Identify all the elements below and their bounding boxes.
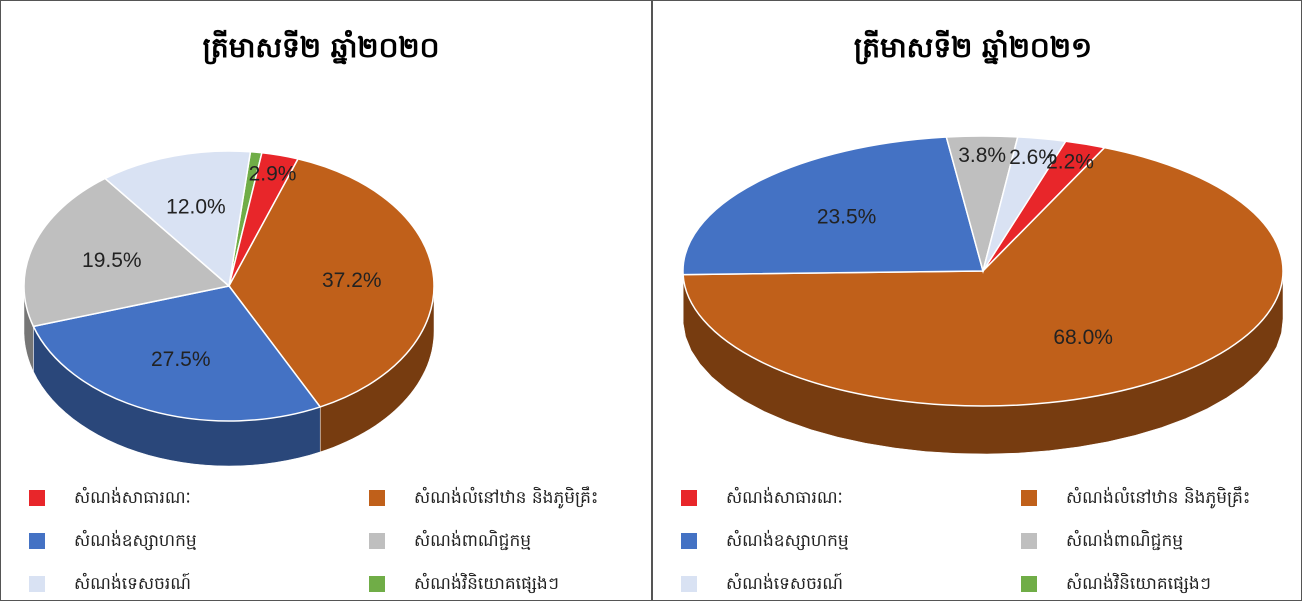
legend-swatch [681, 490, 697, 506]
chart-title: ត្រីមាសទី២ ឆ្នាំ២០២០ [203, 29, 440, 65]
legend-label: សំណង់វិនិយោគផ្សេងៗ [414, 572, 559, 594]
data-label: 3.8% [958, 144, 1006, 167]
data-label: 23.5% [817, 206, 877, 229]
legend-swatch [681, 533, 697, 549]
legend-label: សំណង់ពាណិជ្ជកម្ម [1066, 529, 1183, 551]
slice [228, 158, 435, 408]
legend-swatch [1021, 533, 1037, 549]
legend-swatch [29, 490, 45, 506]
slice [682, 136, 984, 276]
slice [682, 146, 1284, 407]
data-label: 68.0% [1053, 326, 1113, 349]
legend-swatch [369, 533, 385, 549]
legend-label: សំណង់ពាណិជ្ជកម្ម [414, 529, 531, 551]
slice [32, 285, 322, 422]
slice [982, 136, 1067, 272]
legend-label: សំណង់សាធារណៈ [74, 486, 191, 508]
legend-swatch [29, 576, 45, 592]
legend-label: សំណង់ឧស្សាហកម្ម [726, 529, 849, 551]
chart-title: ត្រីមាសទី២ ឆ្នាំ២០២១ [854, 29, 1092, 65]
slice [103, 150, 252, 288]
data-label: 27.5% [151, 348, 211, 371]
legend-swatch [369, 490, 385, 506]
legend-swatch [369, 576, 385, 592]
legend-swatch [1021, 490, 1037, 506]
data-label: 37.2% [322, 269, 382, 292]
chart: ត្រីមាសទី២ ឆ្នាំ២០២០ 2.9% 37.2% 27.5% 19.5%… [23, 29, 598, 594]
legend-label: សំណង់វិនិយោគផ្សេងៗ [1066, 572, 1211, 594]
legend-label: សំណង់ទេសចរណ៍ [726, 572, 843, 594]
legend-label: សំណង់លំនៅឋាន និងភូមិគ្រឹះ [414, 486, 598, 509]
data-label: 19.5% [82, 249, 142, 272]
chart: ត្រីមាសទី២ ឆ្នាំ២០២១ 2.2% 68.0% 23.5% 3.8% 2… [651, 1, 1284, 600]
legend-swatch [681, 576, 697, 592]
legend-swatch [29, 533, 45, 549]
data-label: 2.2% [1046, 151, 1094, 174]
data-label: 2.9% [249, 162, 297, 185]
legend-label: សំណង់ឧស្សាហកម្ម [74, 529, 197, 551]
legend-label: សំណង់ទេសចរណ៍ [74, 572, 191, 594]
legend-swatch [1021, 576, 1037, 592]
data-label: 2.6% [1009, 146, 1057, 169]
legend-label: សំណង់លំនៅឋាន និងភូមិគ្រឹះ [1066, 486, 1250, 509]
data-label: 12.0% [166, 196, 226, 219]
slice [23, 177, 231, 328]
legend-label: សំណង់សាធារណៈ [726, 486, 843, 508]
